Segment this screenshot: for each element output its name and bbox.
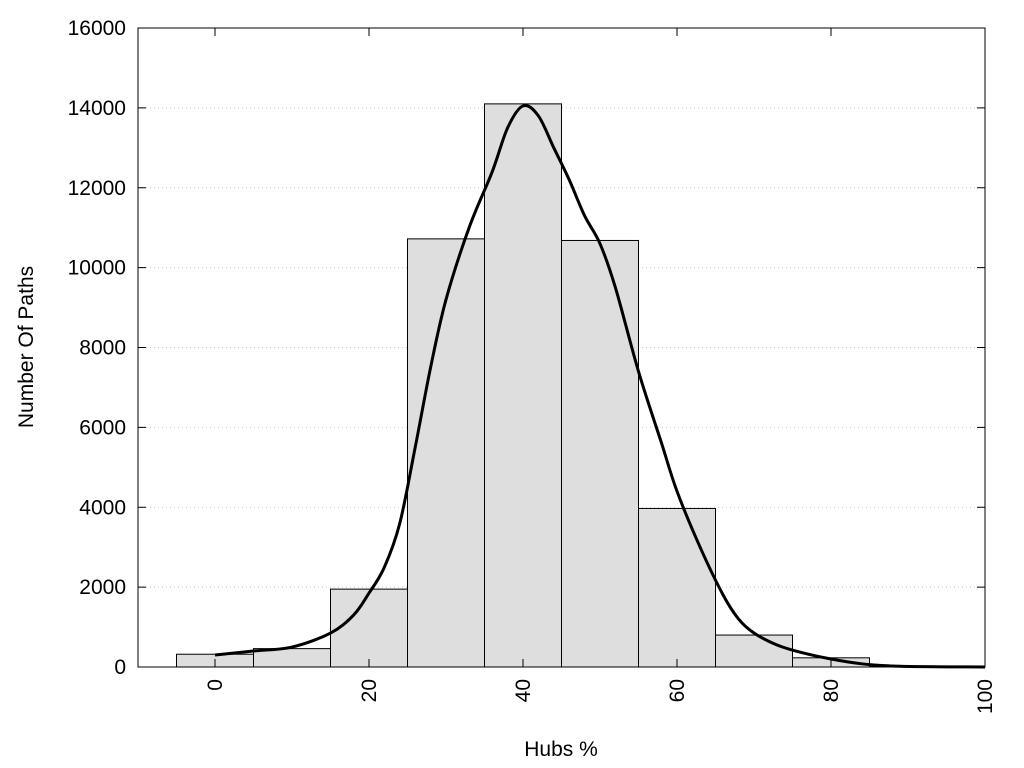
histogram-bars xyxy=(176,103,986,668)
x-tick-label: 60 xyxy=(666,679,689,702)
y-tick-label: 16000 xyxy=(68,17,126,40)
histogram-bar xyxy=(484,103,562,668)
y-tick-label: 14000 xyxy=(68,97,126,120)
x-tick-label: 0 xyxy=(204,679,227,691)
y-tick-label: 6000 xyxy=(79,416,126,439)
x-tick-label: 80 xyxy=(820,679,843,702)
y-tick-label: 4000 xyxy=(79,496,126,519)
histogram-bar xyxy=(330,588,408,668)
y-tick-label: 8000 xyxy=(79,337,126,360)
y-tick-label: 10000 xyxy=(68,257,126,280)
histogram-bar xyxy=(638,507,716,668)
y-tick-label: 0 xyxy=(114,656,126,679)
histogram-bar xyxy=(561,239,639,668)
density-curve-line xyxy=(214,103,986,669)
y-axis-label: Number Of Paths xyxy=(15,266,38,428)
x-axis-label: Hubs % xyxy=(524,738,598,761)
density-curve xyxy=(214,103,986,669)
histogram-bar xyxy=(715,634,793,668)
y-tick-label: 12000 xyxy=(68,177,126,200)
y-tick-label: 2000 xyxy=(79,576,126,599)
x-axis-ticks: 0 20 40 60 80 100 xyxy=(204,28,997,714)
y-axis-ticks: 0 2000 4000 6000 8000 10000 12000 14000 16000 xyxy=(68,17,985,679)
x-tick-label: 20 xyxy=(358,679,381,702)
x-tick-label: 100 xyxy=(974,679,997,714)
x-tick-label: 40 xyxy=(512,679,535,702)
